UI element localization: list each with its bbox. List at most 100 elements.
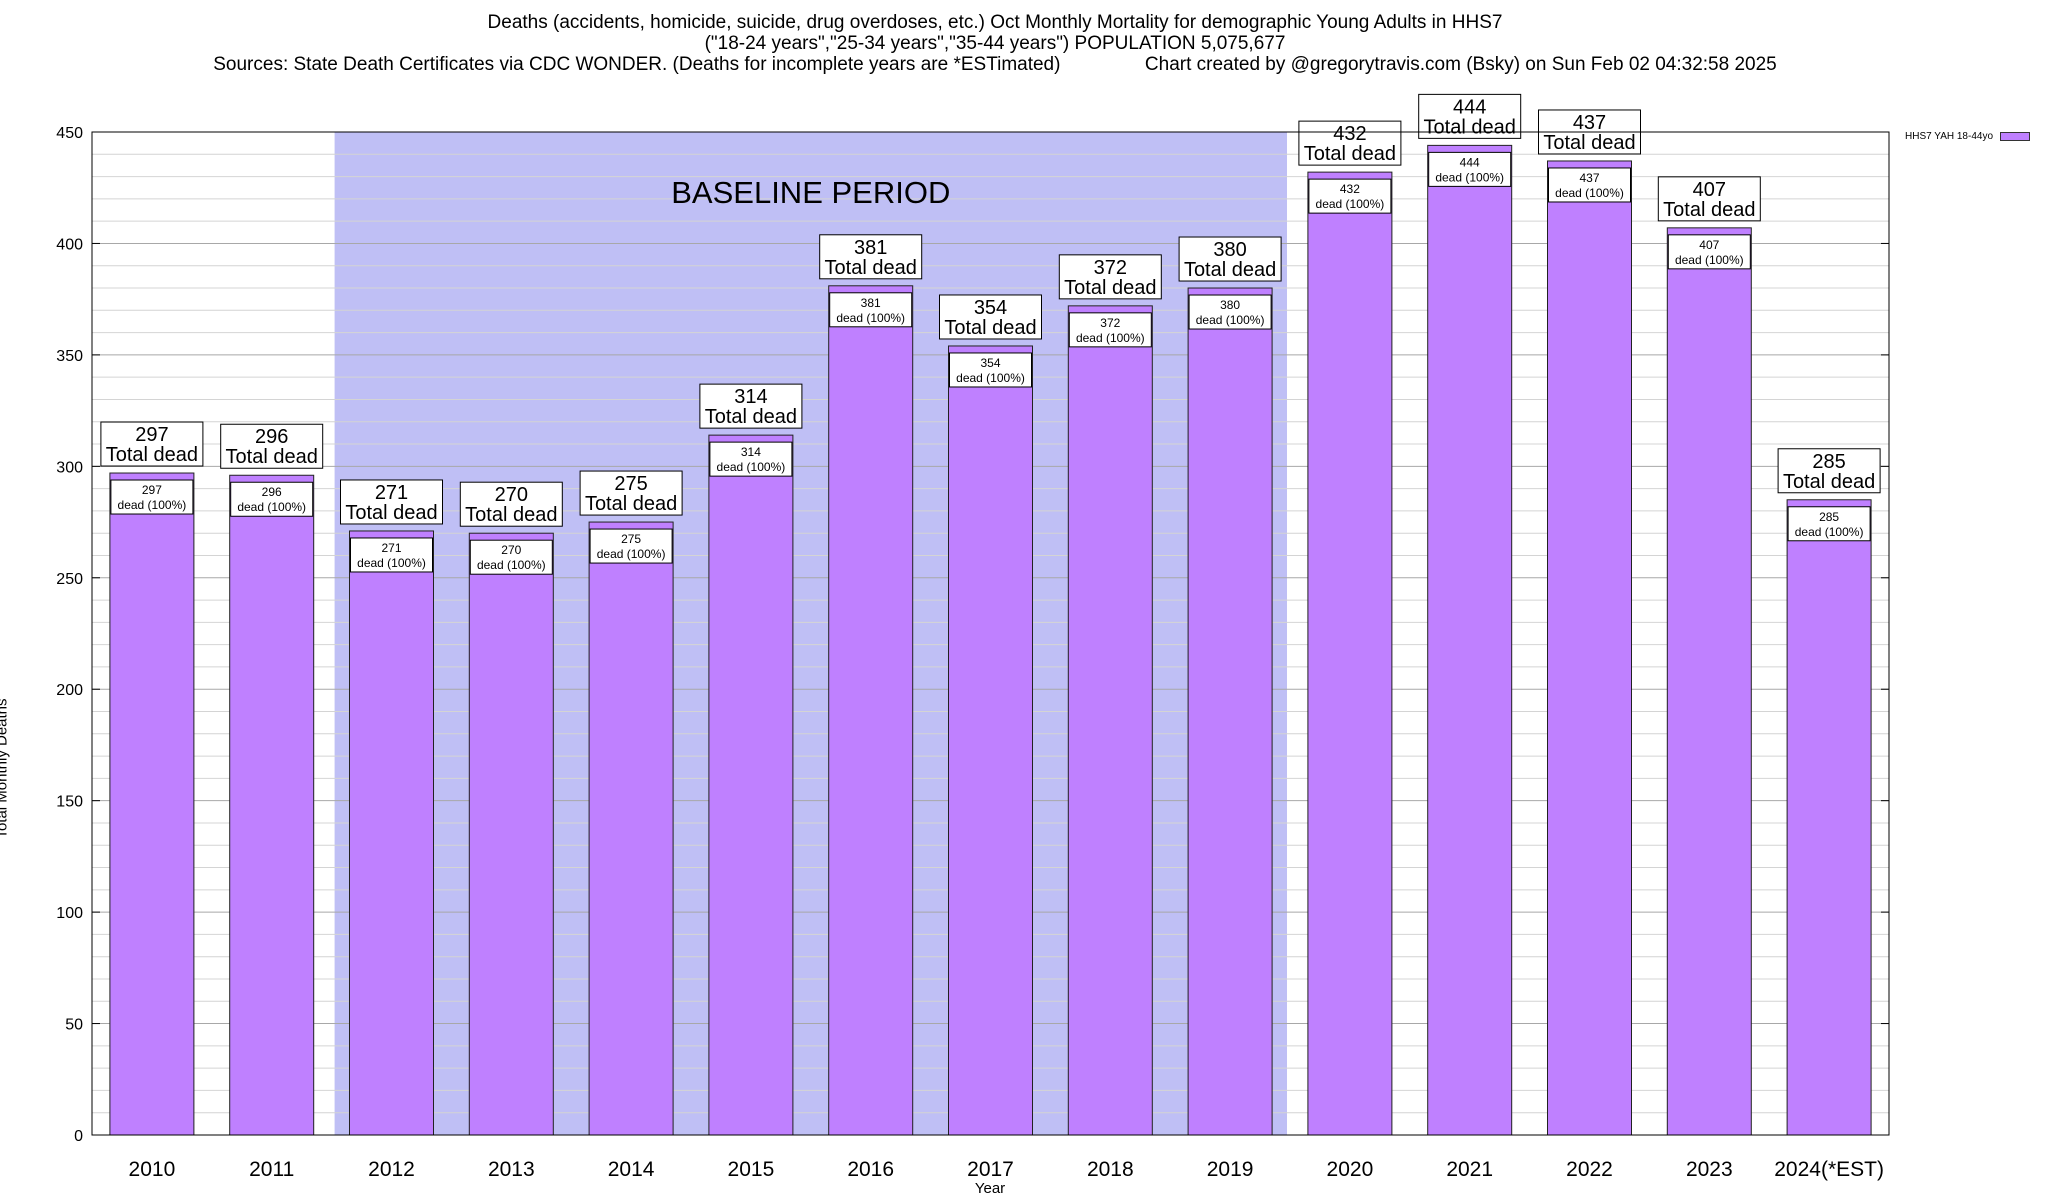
y-tick-label: 350 (56, 348, 83, 365)
x-axis-label: Year (974, 1180, 1006, 1197)
total-label-text: Total dead (1783, 471, 1875, 493)
x-tick-label: 2010 (129, 1158, 176, 1181)
inner-label-value: 372 (1100, 316, 1120, 330)
total-label-box (100, 421, 204, 467)
total-label-value: 270 (495, 484, 528, 506)
x-tick-label: 2014 (608, 1158, 655, 1181)
inner-label-value: 407 (1699, 238, 1719, 252)
total-label-box (1058, 254, 1162, 300)
inner-label-pct: dead (100%) (1196, 313, 1265, 327)
inner-label-pct: dead (100%) (1076, 331, 1145, 345)
inner-label-pct: dead (100%) (477, 558, 546, 572)
total-label-value: 296 (255, 426, 288, 448)
total-label-value: 275 (614, 473, 647, 495)
x-tick-label: 2015 (728, 1158, 775, 1181)
total-label-text: Total dead (1064, 277, 1156, 299)
y-tick-label: 250 (56, 571, 83, 588)
total-label-text: Total dead (465, 504, 557, 526)
x-tick-label: 2012 (368, 1158, 415, 1181)
total-label-value: 444 (1453, 96, 1486, 118)
inner-label-pct: dead (100%) (597, 547, 666, 561)
total-label-value: 297 (135, 424, 168, 446)
total-label-box (459, 481, 563, 527)
total-label-text: Total dead (1424, 116, 1516, 138)
plot-frame (91, 131, 1890, 1136)
inner-label-pct: dead (100%) (237, 500, 306, 514)
inner-label-value: 296 (262, 485, 282, 499)
inner-label-value: 437 (1579, 171, 1599, 185)
x-tick-label: 2011 (249, 1158, 294, 1181)
inner-label-box (110, 479, 194, 515)
inner-label-value: 270 (501, 543, 521, 557)
inner-label-value: 354 (980, 356, 1000, 370)
total-label-value: 285 (1812, 451, 1845, 473)
inner-label-box (350, 537, 433, 573)
x-tick-label: 2022 (1566, 1158, 1613, 1181)
total-label-box (220, 423, 324, 469)
x-tick-label: 2021 (1446, 1158, 1493, 1181)
total-label-text: Total dead (345, 502, 437, 524)
total-label-value: 354 (974, 297, 1007, 319)
bar (1307, 171, 1393, 1136)
inner-label-pct: dead (100%) (1316, 197, 1385, 211)
total-label-value: 407 (1693, 179, 1726, 201)
total-label-box (1657, 176, 1761, 222)
inner-label-pct: dead (100%) (836, 311, 905, 325)
total-label-value: 437 (1573, 112, 1606, 134)
inner-label-box (1308, 178, 1392, 214)
total-label-value: 432 (1333, 123, 1366, 145)
x-tick-label: 2017 (967, 1158, 1014, 1181)
inner-label-box (1188, 294, 1272, 330)
y-tick-label: 100 (56, 905, 83, 922)
total-label-box (819, 234, 923, 280)
total-label-text: Total dead (825, 257, 917, 279)
total-label-text: Total dead (1184, 259, 1276, 281)
inner-label-box (230, 481, 314, 517)
inner-label-pct: dead (100%) (956, 371, 1025, 385)
inner-label-box (829, 292, 913, 328)
total-label-value: 271 (375, 482, 408, 504)
total-label-value: 381 (854, 237, 887, 259)
y-tick-label: 400 (56, 236, 83, 253)
inner-label-box (1548, 167, 1631, 203)
x-tick-label: 2013 (488, 1158, 535, 1181)
x-tick-label: 2018 (1087, 1158, 1134, 1181)
bar (1666, 227, 1752, 1136)
inner-label-pct: dead (100%) (1555, 186, 1624, 200)
total-label-text: Total dead (1663, 199, 1755, 221)
inner-label-pct: dead (100%) (1675, 253, 1744, 267)
inner-label-pct: dead (100%) (118, 498, 187, 512)
inner-label-box (1787, 506, 1871, 542)
bar (229, 474, 315, 1136)
inner-label-box (589, 528, 673, 564)
total-label-text: Total dead (106, 444, 198, 466)
total-label-text: Total dead (1304, 143, 1396, 165)
legend: HHS7 YAH 18-44yo (1905, 131, 2031, 142)
total-label-box (579, 470, 683, 516)
y-tick-label: 150 (56, 794, 83, 811)
y-tick-label: 200 (56, 682, 83, 699)
inner-label-pct: dead (100%) (357, 556, 426, 570)
total-label-box (939, 294, 1042, 340)
total-label-box (1298, 120, 1402, 166)
total-label-box (1178, 236, 1282, 282)
total-label-value: 372 (1094, 257, 1127, 279)
inner-label-value: 275 (621, 532, 641, 546)
total-label-box (1777, 448, 1881, 494)
inner-label-pct: dead (100%) (1435, 170, 1504, 184)
baseline-period-label: BASELINE PERIOD (671, 175, 950, 210)
inner-label-box (1428, 151, 1512, 187)
chart-source-credit: Sources: State Death Certificates via CD… (213, 54, 1777, 75)
inner-label-value: 381 (861, 296, 881, 310)
y-tick-label: 300 (56, 459, 83, 476)
inner-label-box (1068, 312, 1152, 348)
bar (349, 530, 434, 1136)
x-tick-label: 2020 (1327, 1158, 1374, 1181)
y-tick-label: 50 (65, 1017, 83, 1034)
legend-label: HHS7 YAH 18-44yo (1905, 131, 1994, 142)
inner-label-value: 444 (1460, 155, 1480, 169)
inner-label-value: 380 (1220, 298, 1240, 312)
x-tick-label: 2024(*EST) (1774, 1158, 1884, 1181)
bar (468, 532, 554, 1136)
